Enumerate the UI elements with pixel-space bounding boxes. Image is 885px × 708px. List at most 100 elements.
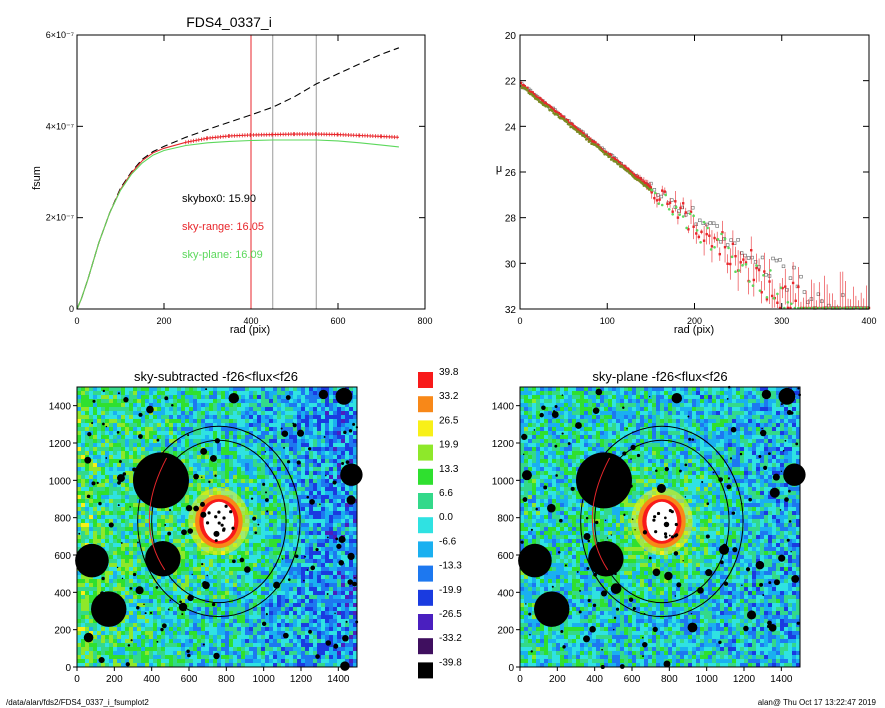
image-pixel: [341, 415, 345, 419]
image-ytick-label: 1400: [49, 402, 72, 413]
image-pixel: [81, 579, 85, 583]
image-pixel: [325, 611, 329, 615]
image-pixel: [265, 455, 269, 459]
image-pixel: [341, 531, 345, 535]
image-pixel: [145, 387, 149, 391]
mu-green-point: [769, 269, 772, 272]
image-pixel: [185, 555, 189, 559]
image-pixel: [105, 443, 109, 447]
image-pixel: [325, 423, 329, 427]
image-pixel: [329, 475, 333, 479]
image-pixel: [97, 463, 101, 467]
mu-ytick-label: 22: [505, 77, 517, 88]
image-pixel: [153, 419, 157, 423]
image-ytick-label: 600: [54, 551, 71, 562]
image-pixel: [329, 599, 333, 603]
image-pixel: [85, 471, 89, 475]
image-pixel: [181, 591, 185, 595]
image-pixel: [257, 459, 261, 463]
image-pixel: [233, 475, 237, 479]
image-pixel: [277, 559, 281, 563]
mu-red-point: [633, 174, 636, 177]
image-pixel: [337, 467, 341, 471]
image-pixel: [237, 471, 241, 475]
image-pixel: [313, 471, 317, 475]
image-pixel: [141, 411, 145, 415]
image-pixel: [289, 411, 293, 415]
image-pixel: [129, 483, 133, 487]
image-pixel: [345, 507, 349, 511]
image-pixel: [213, 399, 217, 403]
image-pixel: [293, 583, 297, 587]
image-pixel: [153, 387, 157, 391]
image-pixel: [81, 415, 85, 419]
image-pixel: [125, 623, 129, 627]
image-pixel: [85, 427, 89, 431]
image-pixel: [197, 567, 201, 571]
image-pixel: [317, 539, 321, 543]
image-pixel: [209, 463, 213, 467]
image-pixel: [293, 419, 297, 423]
image-pixel: [293, 555, 297, 559]
image-pixel: [349, 543, 353, 547]
image-pixel: [237, 615, 241, 619]
image-pixel: [217, 579, 221, 583]
image-pixel: [133, 555, 137, 559]
image-pixel: [313, 395, 317, 399]
image-pixel: [181, 391, 185, 395]
mu-green-point: [602, 150, 605, 154]
image-pixel: [329, 551, 333, 555]
image-pixel: [173, 611, 177, 615]
mu-red-point: [705, 232, 708, 236]
image-pixel: [185, 535, 189, 539]
image-pixel: [293, 387, 297, 391]
image-pixel: [297, 467, 301, 471]
image-pixel: [113, 527, 117, 531]
image-pixel: [197, 439, 201, 443]
image-pixel: [209, 555, 213, 559]
image-pixel: [269, 559, 273, 563]
image-pixel: [277, 571, 281, 575]
image-pixel: [225, 563, 229, 567]
image-pixel: [205, 607, 209, 611]
image-pixel: [325, 595, 329, 599]
image-pixel: [105, 491, 109, 495]
image-pixel: [213, 571, 217, 575]
image-pixel: [345, 503, 349, 507]
image-pixel: [193, 463, 197, 467]
image-pixel: [321, 539, 325, 543]
image-pixel: [293, 543, 297, 547]
image-pixel: [97, 423, 101, 427]
image-pixel: [97, 467, 101, 471]
image-pixel: [325, 411, 329, 415]
image-pixel: [269, 587, 273, 591]
image-pixel: [229, 579, 233, 583]
image-pixel: [213, 611, 217, 615]
image-pixel: [125, 387, 129, 391]
image-pixel: [157, 407, 161, 411]
image-pixel: [337, 503, 341, 507]
image-pixel: [249, 395, 253, 399]
image-pixel: [269, 535, 273, 539]
image-pixel: [349, 575, 353, 579]
image-pixel: [157, 527, 161, 531]
image-pixel: [329, 423, 333, 427]
image-pixel: [117, 531, 121, 535]
image-pixel: [273, 515, 277, 519]
image-pixel: [325, 487, 329, 491]
image-pixel: [321, 487, 325, 491]
image-pixel: [85, 523, 89, 527]
image-pixel: [169, 535, 173, 539]
image-pixel: [301, 455, 305, 459]
image-pixel: [317, 435, 321, 439]
image-pixel: [253, 399, 257, 403]
image-pixel: [265, 399, 269, 403]
image-pixel: [153, 599, 157, 603]
image-pixel: [109, 539, 113, 543]
image-pixel: [257, 587, 261, 591]
mu-red-point: [630, 171, 634, 175]
image-pixel: [305, 579, 309, 583]
image-pixel: [313, 475, 317, 479]
image-pixel: [249, 467, 253, 471]
image-pixel: [97, 439, 101, 443]
